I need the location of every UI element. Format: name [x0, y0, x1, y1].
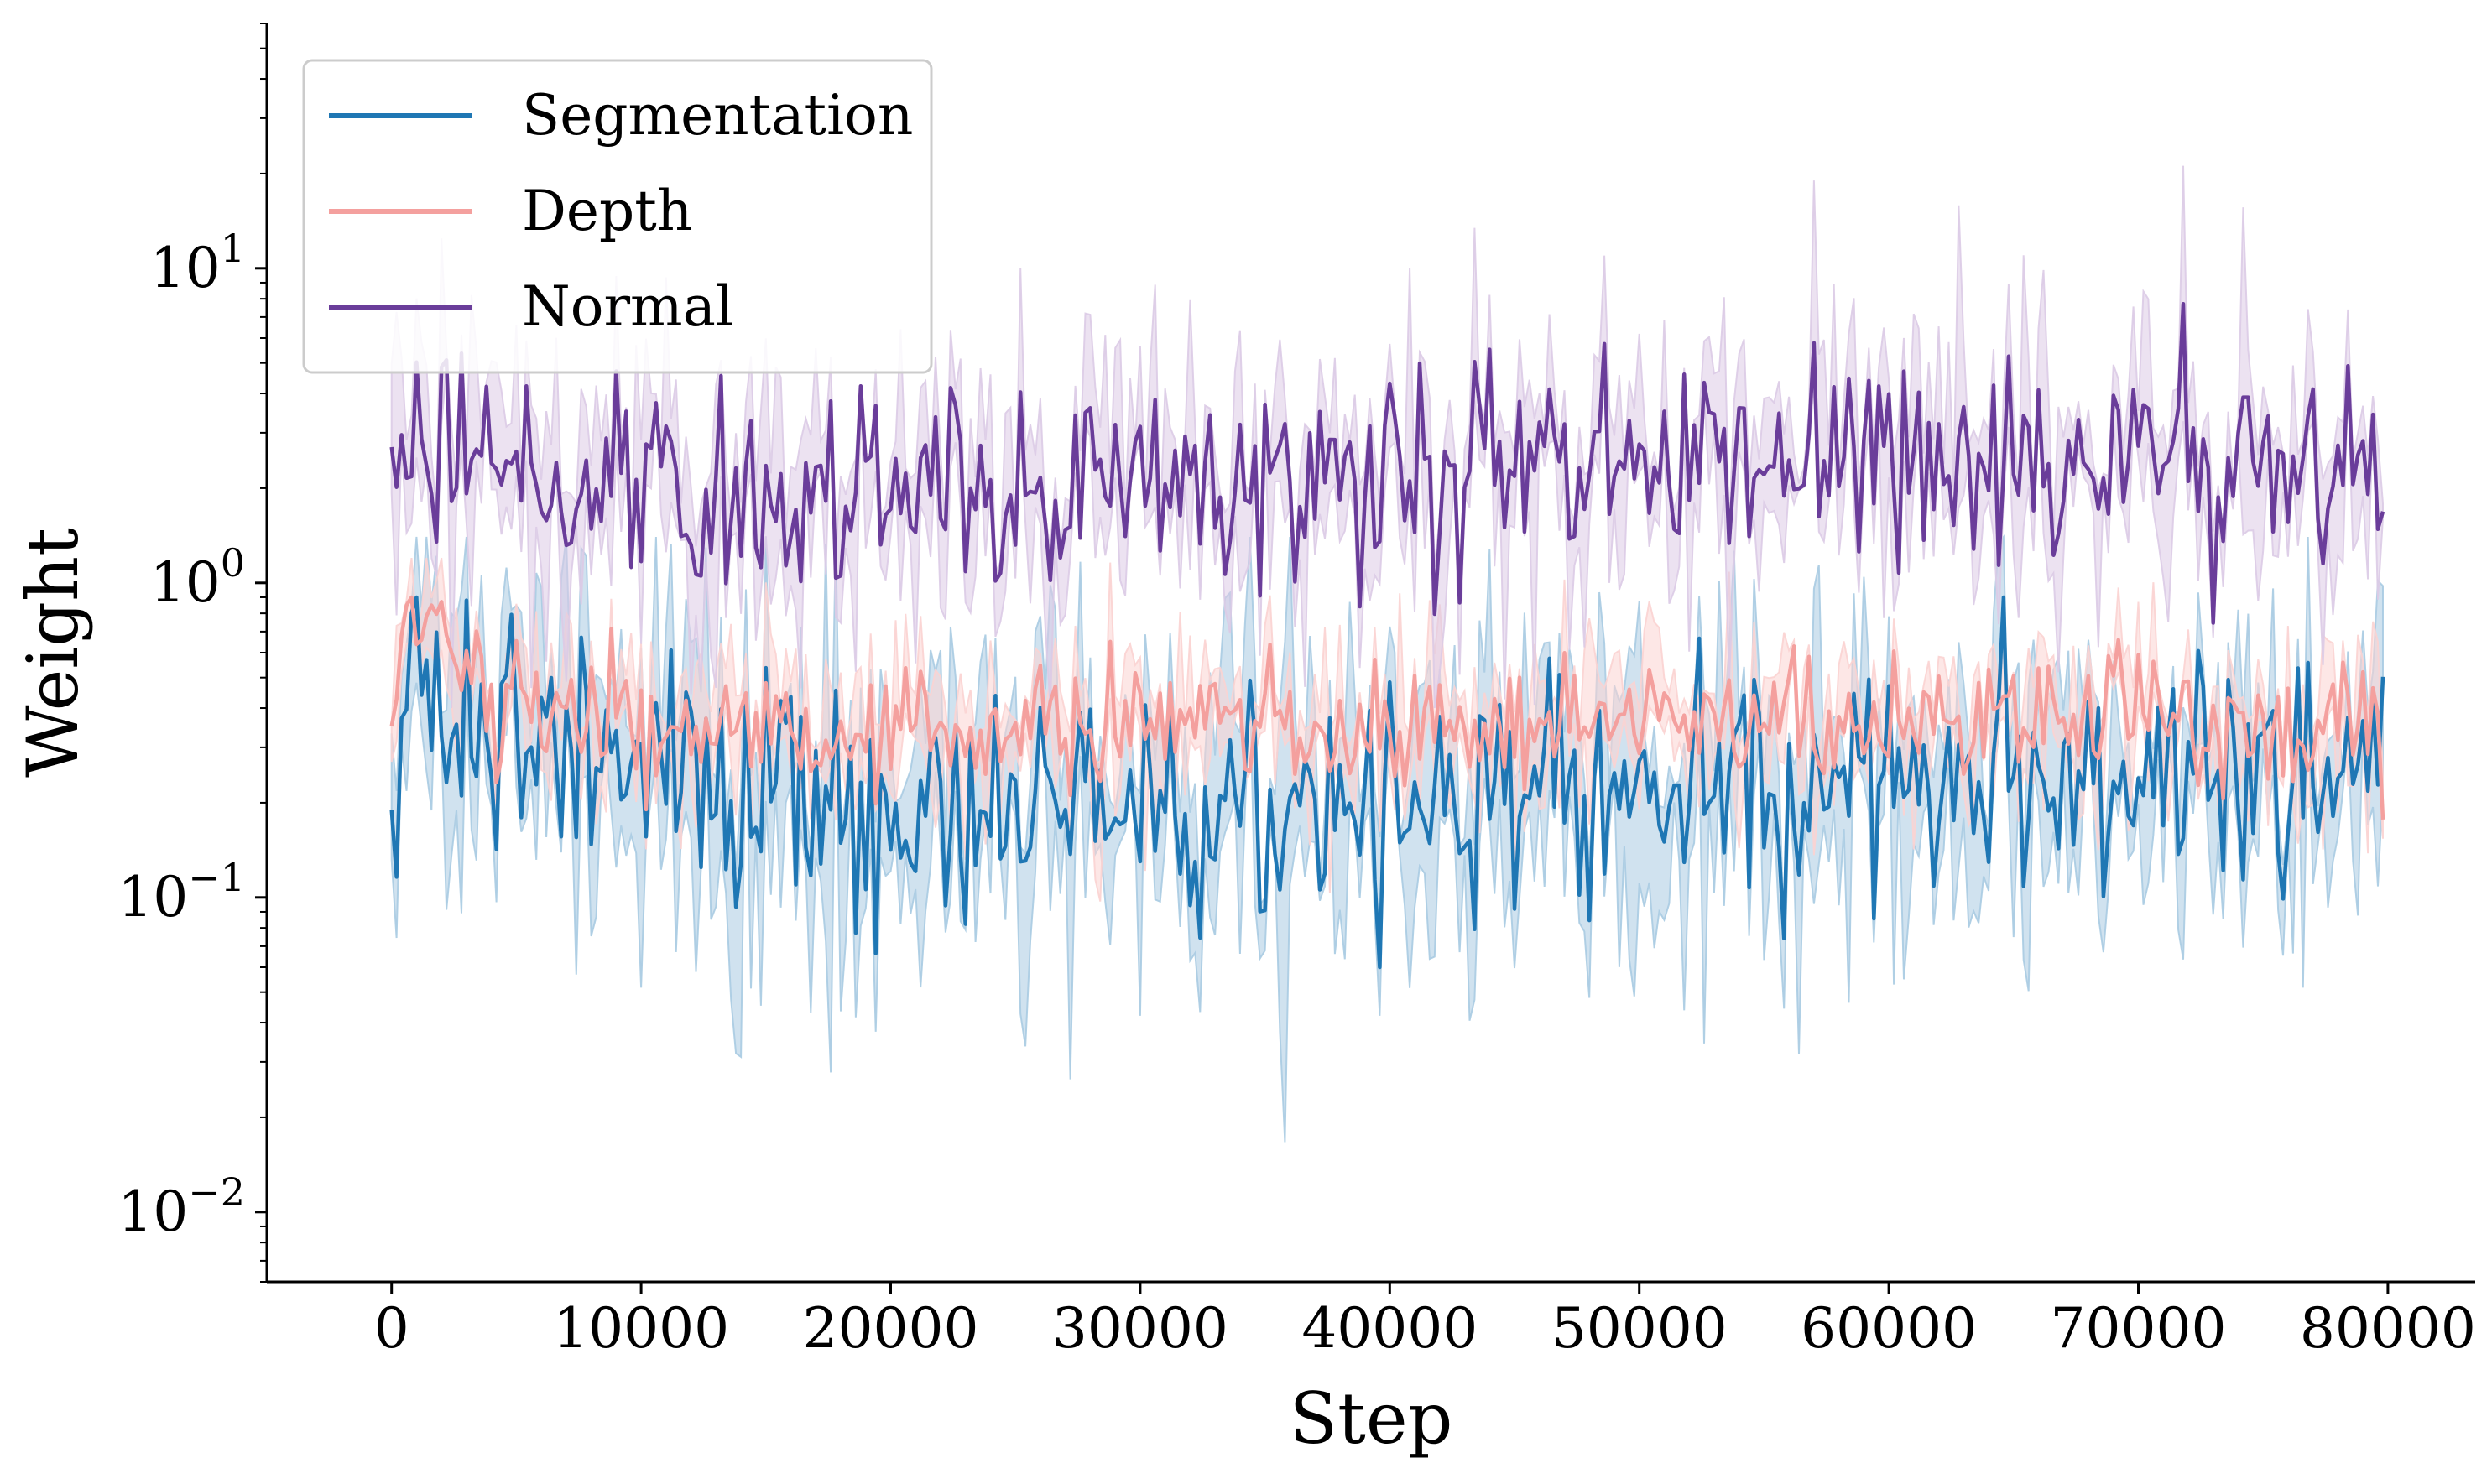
y-tick-label: 100 [150, 540, 245, 615]
x-tick-label: 70000 [2051, 1296, 2227, 1361]
legend-label: Segmentation [522, 83, 913, 148]
x-axis-title: Step [1290, 1377, 1453, 1460]
x-tick-label: 60000 [1801, 1296, 1977, 1361]
x-tick-label: 0 [374, 1296, 409, 1361]
y-tick-label: 10−1 [117, 855, 245, 929]
y-axis-ticks: 10−2 10−1 100 101 [117, 23, 267, 1283]
y-axis-title: Weight [12, 528, 94, 778]
plot-area [389, 165, 2385, 1143]
x-tick-label: 40000 [1301, 1296, 1478, 1361]
series-line-depth [389, 595, 2385, 820]
x-tick-label: 10000 [553, 1296, 729, 1361]
y-tick-label: 101 [150, 226, 245, 300]
x-axis-ticks: 0 10000 20000 30000 40000 50000 60000 70000 8000… [374, 1282, 2476, 1361]
x-tick-label: 50000 [1551, 1296, 1728, 1361]
legend-item-depth: Depth [329, 179, 692, 243]
legend: Segmentation Depth Normal [302, 59, 933, 374]
legend-box [302, 59, 933, 374]
legend-label: Normal [522, 274, 733, 339]
x-tick-label: 80000 [2300, 1296, 2476, 1361]
legend-label: Depth [522, 179, 692, 243]
y-tick-label: 10−2 [117, 1169, 245, 1244]
series-line-normal [389, 302, 2385, 625]
mean-lines [389, 302, 2385, 970]
legend-item-normal: Normal [329, 274, 733, 339]
x-tick-label: 20000 [803, 1296, 979, 1361]
x-tick-label: 30000 [1052, 1296, 1228, 1361]
legend-item-segmentation: Segmentation [329, 83, 913, 148]
